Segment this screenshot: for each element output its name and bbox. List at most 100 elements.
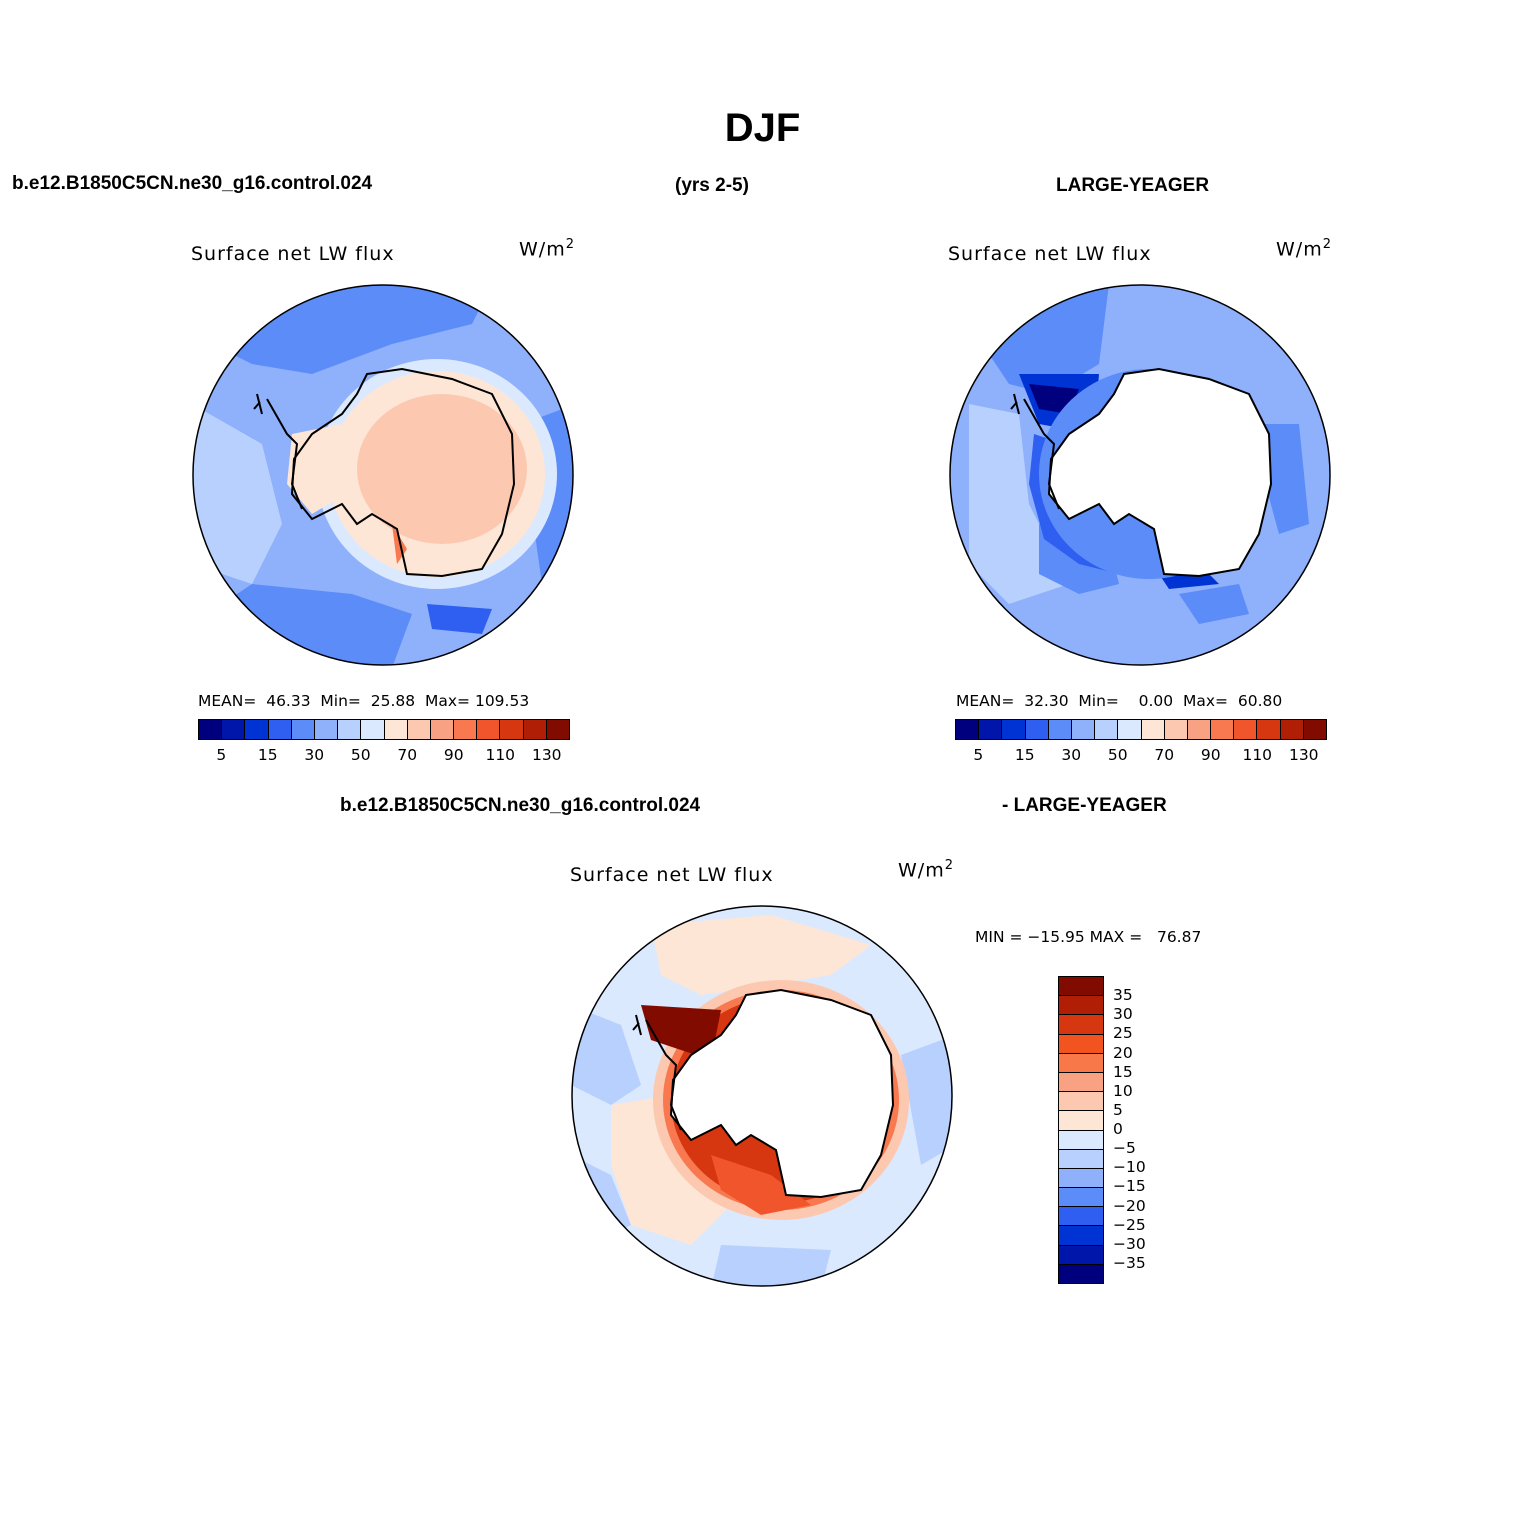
obs-panel-units: W/m2	[1276, 237, 1332, 261]
obs-colorbar-tick: 70	[1154, 746, 1175, 764]
diff-polar-map	[571, 905, 953, 1287]
diff-colorbar-swatch	[1059, 1168, 1103, 1189]
obs-colorbar-swatch	[1118, 720, 1142, 739]
model-colorbar-tick: 30	[304, 746, 325, 764]
diff-colorbar-swatch	[1059, 1226, 1103, 1246]
model-colorbar-tick: 90	[443, 746, 464, 764]
model-colorbar-swatch	[361, 720, 385, 739]
diff-colorbar-swatch	[1059, 1149, 1103, 1169]
obs-colorbar-swatch	[1257, 720, 1281, 739]
model-colorbar: 5 15 30 50 70 90 110 130	[198, 719, 570, 764]
model-colorbar-tick: 15	[257, 746, 278, 764]
case-name: b.e12.B1850C5CN.ne30_g16.control.024	[12, 173, 373, 194]
obs-colorbar-swatch	[1280, 720, 1304, 739]
model-colorbar-swatch	[222, 720, 246, 739]
model-colorbar-tick: 70	[397, 746, 418, 764]
obs-colorbar-swatch	[1234, 720, 1258, 739]
model-panel-units: W/m2	[519, 237, 575, 261]
years-label: (yrs 2-5)	[675, 175, 749, 196]
diff-colorbar-swatch	[1059, 1015, 1103, 1035]
diff-colorbar-swatch	[1059, 1053, 1103, 1073]
diff-colorbar-swatch	[1059, 1130, 1103, 1150]
model-colorbar-swatch	[407, 720, 431, 739]
obs-colorbar-swatch	[1303, 720, 1326, 739]
obs-stats: MEAN= 32.30 Min= 0.00 Max= 60.80	[956, 692, 1283, 710]
diff-colorbar-swatch	[1059, 1207, 1103, 1227]
diff-colorbar-tick: 30	[1113, 1005, 1133, 1024]
obs-polar-map	[949, 284, 1331, 666]
diff-colorbar-swatch	[1059, 1092, 1103, 1112]
diff-colorbar-tick: 15	[1113, 1062, 1133, 1081]
obs-colorbar-swatch	[1187, 720, 1212, 739]
diff-colorbar-tick: 35	[1113, 986, 1133, 1005]
diff-colorbar-swatch	[1059, 1111, 1103, 1131]
obs-colorbar-swatch	[1211, 720, 1235, 739]
diff-colorbar-swatch	[1059, 1034, 1103, 1054]
reference-name: LARGE-YEAGER	[1056, 175, 1210, 196]
diff-colorbar-tick: −15	[1113, 1177, 1146, 1196]
diff-panel-title: Surface net LW flux	[570, 864, 774, 886]
obs-colorbar-tick: 50	[1107, 746, 1128, 764]
obs-colorbar-tick: 30	[1061, 746, 1082, 764]
diff-reference-name: - LARGE-YEAGER	[1002, 795, 1167, 816]
model-colorbar-swatch	[314, 720, 339, 739]
obs-colorbar-tick: 90	[1200, 746, 1221, 764]
model-colorbar-swatch	[245, 720, 269, 739]
diff-colorbar-labels: 35 30 25 20 15 10 5 0 −5 −10 −15 −20 −25 −30 −35	[1113, 976, 1173, 1282]
model-colorbar-swatch	[500, 720, 524, 739]
model-colorbar-swatch	[454, 720, 478, 739]
obs-colorbar-swatch	[956, 720, 980, 739]
model-colorbar-swatch	[523, 720, 547, 739]
obs-colorbar: 5 15 30 50 70 90 110 130	[955, 719, 1327, 764]
obs-colorbar-swatch	[979, 720, 1003, 739]
model-colorbar-swatch	[199, 720, 223, 739]
obs-colorbar-swatch	[1002, 720, 1026, 739]
diff-colorbar-tick: −10	[1113, 1158, 1146, 1177]
obs-colorbar-swatch	[1095, 720, 1119, 739]
model-colorbar-tick: 130	[531, 746, 562, 764]
obs-colorbar-swatch	[1048, 720, 1072, 739]
diff-colorbar-tick: 25	[1113, 1024, 1133, 1043]
model-colorbar-swatch	[477, 720, 501, 739]
diff-case-name: b.e12.B1850C5CN.ne30_g16.control.024	[340, 795, 701, 816]
diff-colorbar-tick: 0	[1113, 1120, 1123, 1138]
model-colorbar-swatch	[384, 720, 408, 739]
obs-colorbar-swatch	[1025, 720, 1049, 739]
diff-colorbar-tick: −20	[1113, 1196, 1146, 1215]
model-colorbar-swatch	[430, 720, 455, 739]
diff-colorbar-tick: 10	[1113, 1081, 1133, 1100]
diff-colorbar-tick: 5	[1113, 1100, 1123, 1119]
model-colorbar-tick: 50	[350, 746, 371, 764]
diff-colorbar-swatch	[1059, 1264, 1103, 1283]
obs-panel-title: Surface net LW flux	[948, 243, 1152, 265]
model-colorbar-swatch	[268, 720, 292, 739]
model-colorbar-swatch	[338, 720, 362, 739]
obs-colorbar-swatch	[1164, 720, 1188, 739]
diff-colorbar-tick: −30	[1113, 1234, 1146, 1253]
model-colorbar-swatch	[546, 720, 569, 739]
model-panel-title: Surface net LW flux	[191, 243, 395, 265]
diff-colorbar-swatch	[1059, 977, 1103, 997]
model-colorbar-tick: 110	[485, 746, 516, 764]
obs-colorbar-tick: 130	[1288, 746, 1319, 764]
diff-colorbar-swatch	[1059, 1072, 1103, 1093]
diff-stats: MIN = −15.95 MAX = 76.87	[975, 928, 1202, 946]
diff-colorbar-tick: 20	[1113, 1043, 1133, 1062]
diff-panel-units: W/m2	[898, 858, 954, 882]
model-colorbar-swatch	[291, 720, 315, 739]
obs-colorbar-tick: 5	[973, 746, 984, 764]
obs-colorbar-tick: 110	[1242, 746, 1273, 764]
diff-colorbar	[1058, 976, 1104, 1284]
diff-colorbar-tick: −5	[1113, 1139, 1136, 1158]
diff-colorbar-swatch	[1059, 1188, 1103, 1208]
obs-colorbar-swatch	[1071, 720, 1096, 739]
model-colorbar-tick: 5	[216, 746, 227, 764]
diff-colorbar-swatch	[1059, 1245, 1103, 1265]
obs-colorbar-tick: 15	[1014, 746, 1035, 764]
model-stats: MEAN= 46.33 Min= 25.88 Max= 109.53	[198, 692, 530, 710]
model-polar-map	[192, 284, 574, 666]
obs-colorbar-swatch	[1141, 720, 1165, 739]
diff-colorbar-tick: −25	[1113, 1215, 1146, 1234]
diff-colorbar-tick: −35	[1113, 1253, 1146, 1272]
figure-title: DJF	[724, 106, 801, 150]
